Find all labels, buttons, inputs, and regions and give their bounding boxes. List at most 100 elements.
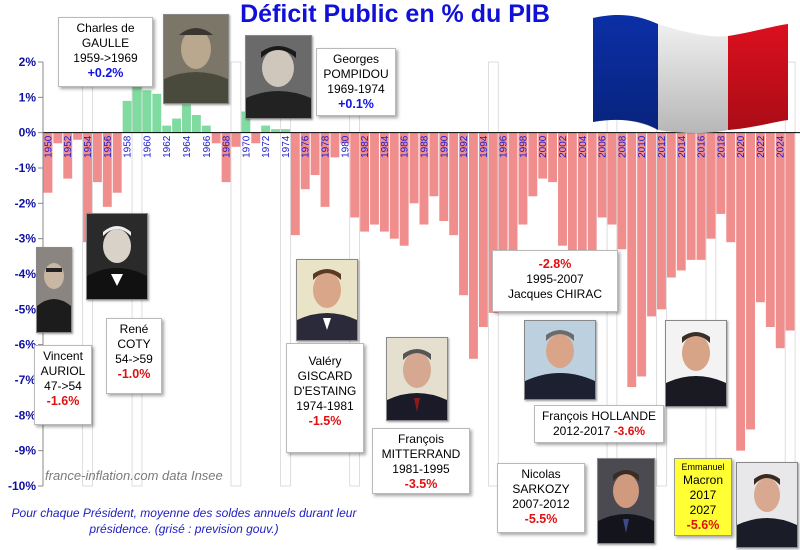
callout-sarkozy: Nicolas SARKOZY 2007-2012 -5.5%: [497, 463, 585, 533]
bar-2004: [577, 132, 587, 260]
x-tick-labels: 1950 1952 1954 1956 1958 1960 1962 1964 1966 1968…: [43, 135, 786, 158]
bar-1979: [330, 132, 340, 158]
x-tick-label: 2004: [578, 135, 589, 158]
bar-2015: [686, 132, 696, 260]
y-tick-label: 0%: [19, 126, 37, 140]
footnote: Pour chaque Président, moyenne des solde…: [11, 506, 357, 536]
x-tick-label: 2018: [716, 135, 727, 158]
bar-1964: [182, 104, 191, 133]
callout-hollande: François HOLLANDE 2012-2017 -3.6%: [534, 405, 664, 443]
callout-line: 47->54: [44, 379, 82, 393]
callout-line: D'ESTAING: [293, 384, 357, 398]
callout-line: 1974-1981: [296, 399, 354, 413]
bar-1986: [399, 132, 409, 246]
callout-macron: Emmanuel Macron 2017 2027 -5.6%: [674, 458, 732, 536]
callout-line: René: [119, 322, 149, 336]
x-tick-label: 2008: [617, 135, 628, 158]
callout-line: 1995-2007: [526, 272, 584, 286]
callout-mitterrand: François MITTERRAND 1981-1995 -3.5%: [372, 428, 470, 494]
bar-1959: [132, 83, 142, 133]
bar-1975: [290, 132, 300, 236]
callout-line: AURIOL: [40, 364, 86, 378]
bar-2014: [676, 132, 686, 271]
x-tick-label: 2020: [736, 135, 747, 158]
x-tick-label: 1968: [222, 135, 233, 158]
y-tick-label: -6%: [15, 338, 37, 352]
bar-1970: [241, 111, 251, 133]
callout-line: Macron: [682, 473, 723, 487]
bar-2001: [548, 132, 558, 183]
x-tick-label: 1954: [83, 135, 94, 158]
x-tick-label: 1964: [182, 135, 193, 158]
x-tick-label: 1952: [63, 135, 74, 158]
x-tick-label: 1950: [43, 135, 54, 158]
x-tick-label: 1994: [479, 135, 490, 158]
x-tick-label: 1982: [360, 135, 371, 158]
bar-2007: [607, 132, 617, 225]
bar-2012: [657, 132, 666, 310]
callout-line: Emmanuel: [681, 462, 725, 472]
bar-1977: [310, 132, 320, 176]
bar-1978: [320, 132, 330, 207]
callout-line: 2027: [689, 503, 717, 517]
x-tick-label: 1970: [241, 135, 252, 158]
portrait-giscard-icon: [296, 259, 358, 341]
x-tick-label: 1974: [281, 135, 292, 158]
bar-2017: [706, 132, 716, 239]
bar-2024: [775, 132, 785, 349]
bar-2020: [736, 132, 746, 451]
bar-1973: [271, 129, 280, 133]
x-tick-label: 1972: [261, 135, 272, 158]
callout-value: -5.6%: [686, 518, 720, 532]
callout-coty: René COTY 54->59 -1.0%: [106, 318, 162, 394]
callout-line: MITTERRAND: [381, 447, 461, 461]
y-tick-label: -7%: [15, 373, 37, 387]
callout-de-gaulle: Charles de GAULLE 1959->1969 +0.2%: [58, 17, 153, 87]
bar-2006: [597, 132, 607, 218]
callout-line: GISCARD: [297, 369, 353, 383]
callout-line: Jacques CHIRAC: [507, 287, 603, 301]
callout-line: COTY: [117, 337, 151, 351]
callout-line: 1969-1974: [327, 82, 385, 96]
bar-1992: [459, 132, 469, 296]
callout-line: GAULLE: [81, 36, 130, 50]
x-tick-label: 2000: [538, 135, 549, 158]
callout-value: -2.8%: [538, 257, 572, 271]
x-tick-label: 1992: [459, 135, 470, 158]
x-tick-label: 2012: [657, 135, 668, 158]
callout-line: Georges: [332, 52, 380, 66]
bar-1983: [370, 132, 379, 225]
x-tick-label: 1984: [380, 135, 391, 158]
y-tick-label: -3%: [15, 232, 37, 246]
bar-2008: [617, 132, 627, 250]
bar-1953: [73, 132, 83, 140]
callout-line: POMPIDOU: [323, 67, 389, 81]
callout-auriol: Vincent AURIOL 47->54 -1.6%: [34, 345, 92, 425]
bar-1951: [53, 132, 63, 144]
callout-line: Valéry: [308, 354, 342, 368]
y-tick-label: -2%: [15, 196, 37, 210]
bar-1963: [172, 118, 182, 133]
callout-value: -1.6%: [46, 394, 80, 408]
bar-1956: [102, 132, 112, 207]
x-tick-label: 1960: [142, 135, 153, 158]
x-tick-label: 2010: [637, 135, 648, 158]
bar-1989: [429, 132, 439, 197]
callout-value: -5.5%: [524, 512, 558, 526]
portrait-hollande-icon: [665, 320, 727, 407]
callout-line: François: [397, 432, 444, 446]
portrait-macron-icon: [736, 462, 798, 548]
bar-1967: [211, 132, 221, 144]
portrait-sarkozy-icon: [597, 458, 655, 544]
x-tick-label: 1956: [103, 135, 114, 158]
callout-line: 2012-2017 -3.6%: [540, 424, 658, 439]
x-tick-label: 1976: [301, 135, 312, 158]
bar-1999: [528, 132, 538, 197]
bar-1955: [92, 132, 102, 183]
bar-1972: [261, 125, 271, 133]
y-tick-label: -1%: [15, 161, 37, 175]
callout-line: Nicolas: [521, 467, 561, 481]
callout-line: 1981-1995: [392, 462, 450, 476]
bar-1998: [518, 132, 528, 225]
bar-1994: [478, 132, 488, 327]
